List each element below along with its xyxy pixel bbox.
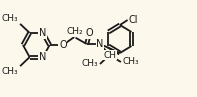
Text: CH₃: CH₃ xyxy=(2,14,18,23)
Text: CH₂: CH₂ xyxy=(66,27,83,36)
Text: CH₃: CH₃ xyxy=(2,67,18,76)
Text: N: N xyxy=(39,52,47,62)
Text: N: N xyxy=(96,39,104,49)
Text: O: O xyxy=(59,40,67,50)
Text: CH₃: CH₃ xyxy=(82,59,98,68)
Text: CH₃: CH₃ xyxy=(123,58,139,67)
Text: CH: CH xyxy=(103,51,116,59)
Text: O: O xyxy=(86,28,93,38)
Text: N: N xyxy=(39,28,47,38)
Text: Cl: Cl xyxy=(128,15,138,25)
